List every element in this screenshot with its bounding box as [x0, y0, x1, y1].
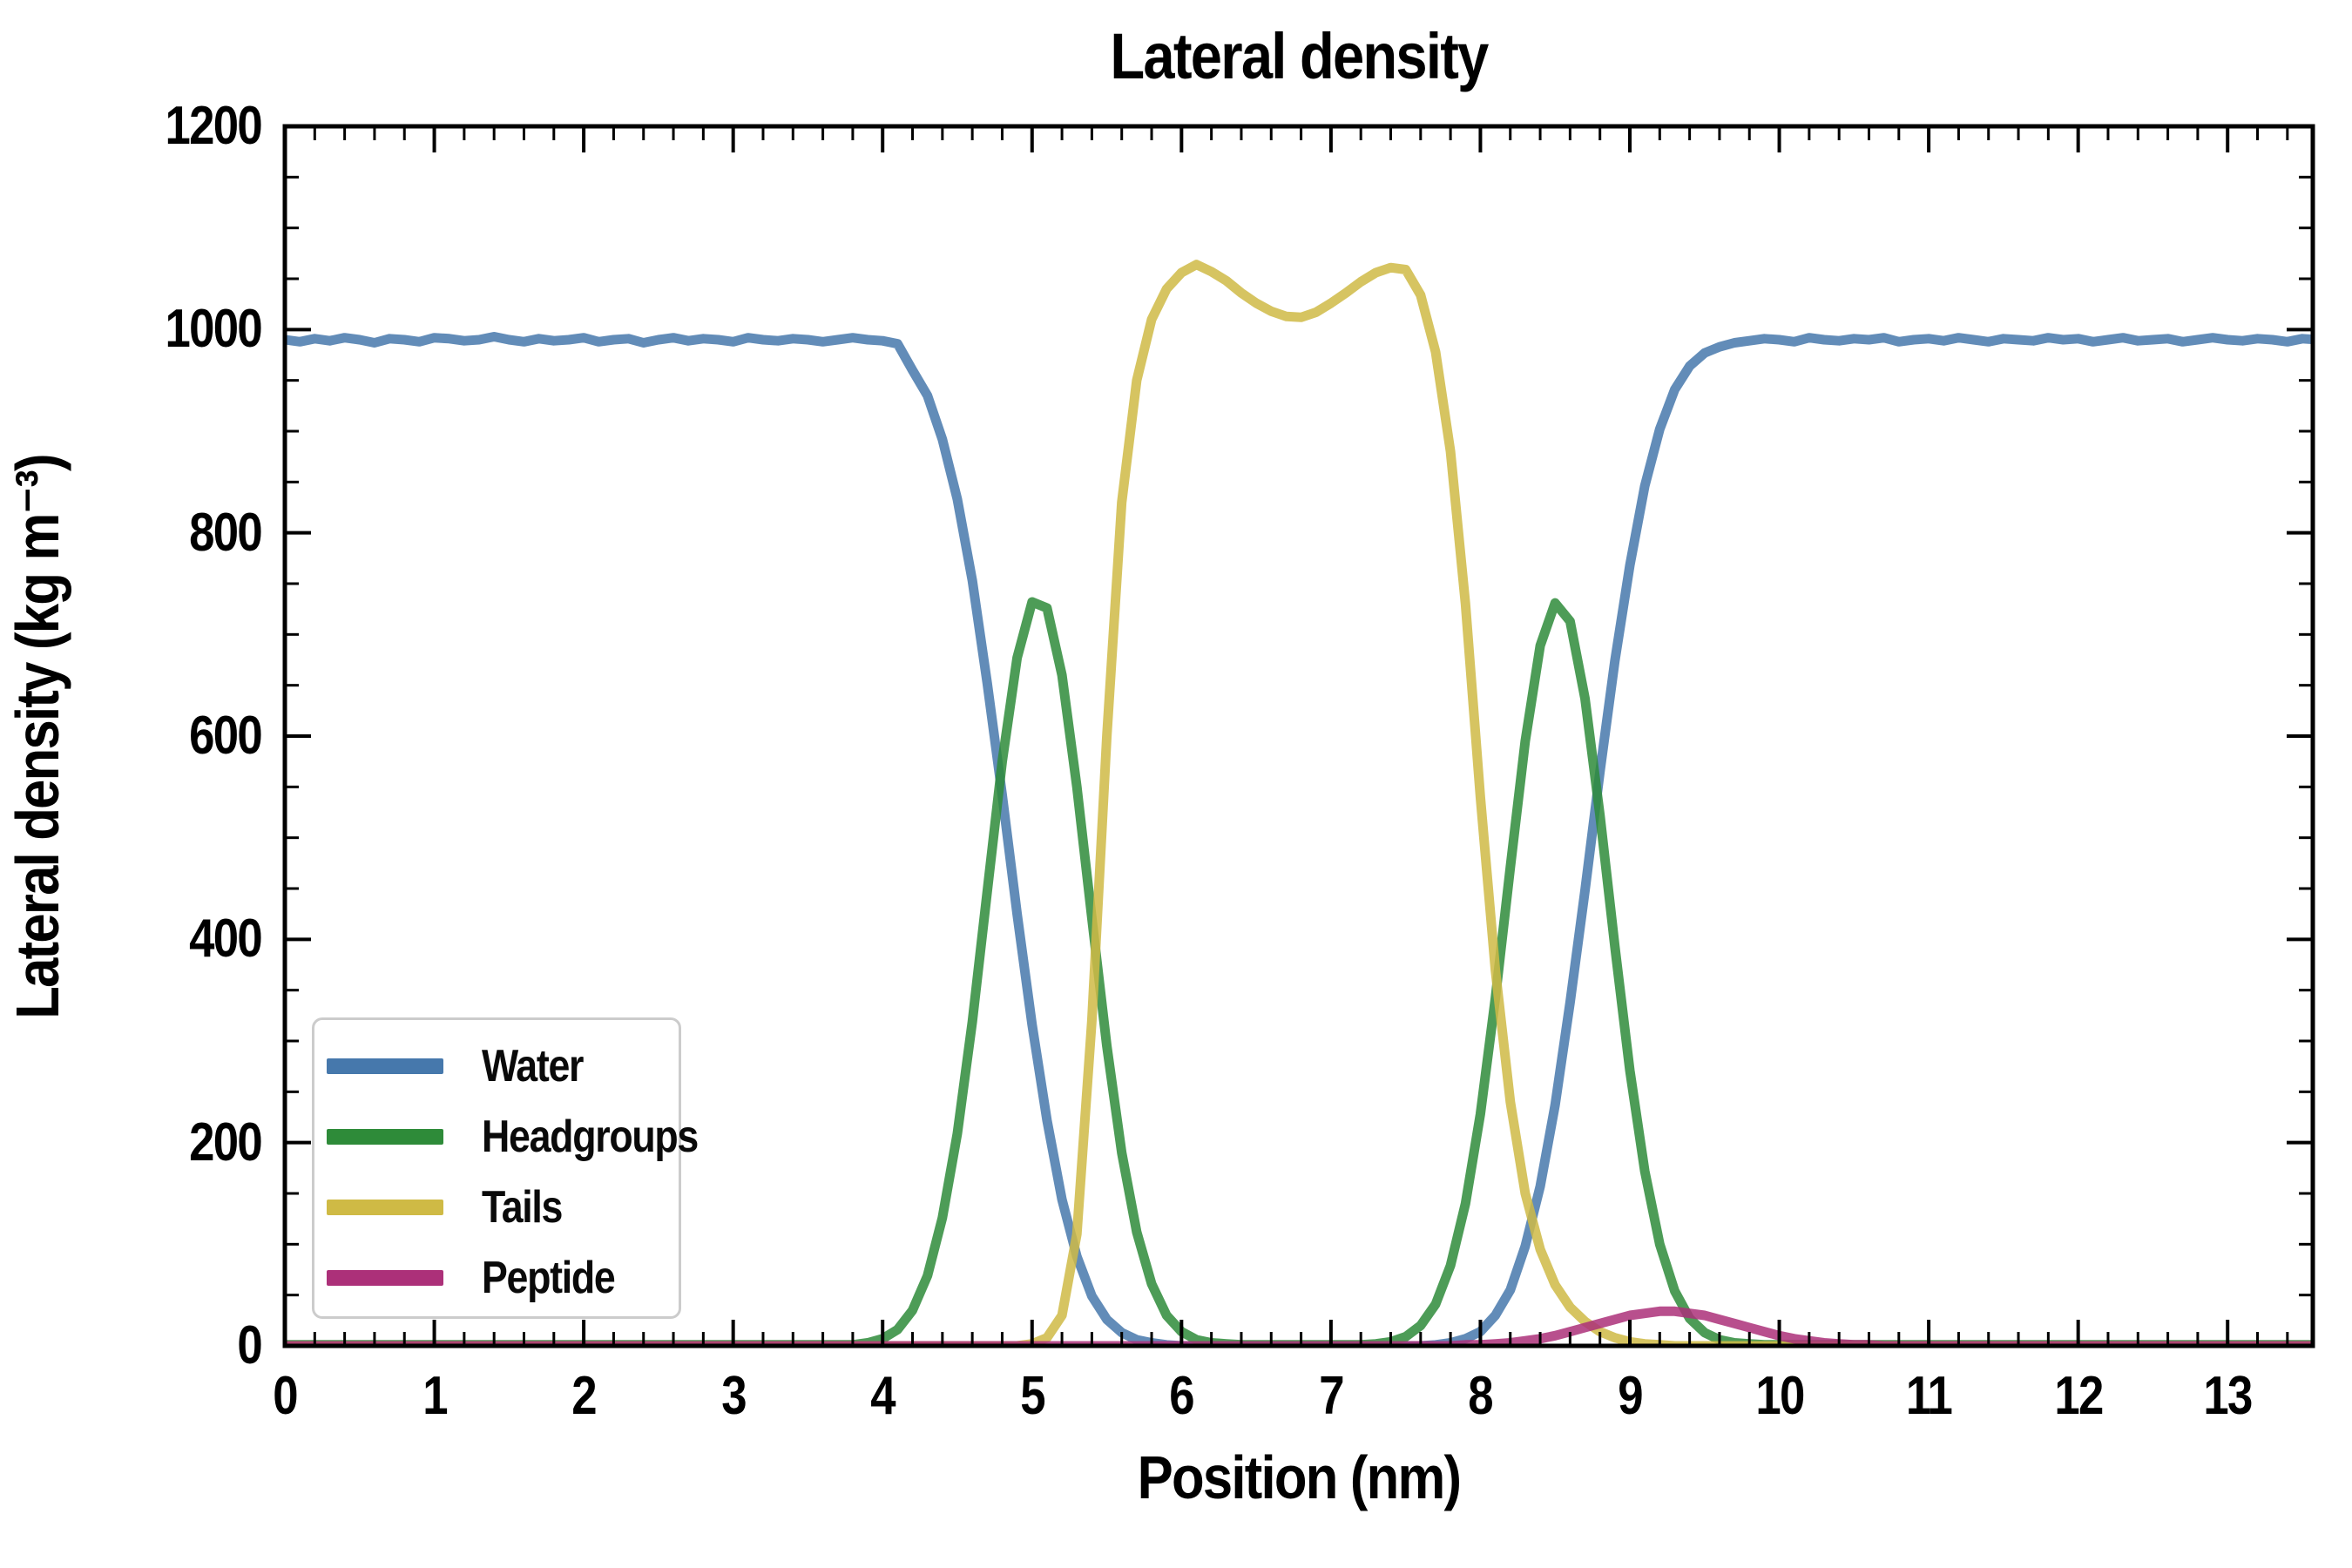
water-curve	[285, 332, 2313, 1346]
legend-label-tails: Tails	[482, 1181, 563, 1233]
y-tick-label-400: 400	[189, 909, 263, 970]
legend-item-water: Water	[327, 1031, 679, 1101]
x-tick-label-11: 11	[1905, 1366, 1953, 1426]
x-tick-label-3: 3	[720, 1366, 747, 1426]
x-tick-label-12: 12	[2054, 1366, 2104, 1426]
x-axis-label: Position (nm)	[1137, 1443, 1462, 1511]
y-tick-label-600: 600	[189, 706, 263, 766]
x-tick-label-10: 10	[1754, 1366, 1805, 1426]
legend-swatch-water	[327, 1058, 443, 1074]
x-tick-label-6: 6	[1169, 1366, 1195, 1426]
x-tick-label-4: 4	[870, 1366, 896, 1426]
x-tick-label-2: 2	[571, 1366, 597, 1426]
legend-swatch-tails	[327, 1199, 443, 1215]
x-tick-label-13: 13	[2203, 1366, 2254, 1426]
legend-label-headgroups: Headgroups	[482, 1111, 699, 1162]
legend-label-peptide: Peptide	[482, 1252, 616, 1303]
y-tick-label-800: 800	[189, 502, 263, 563]
x-tick-label-9: 9	[1618, 1366, 1643, 1426]
y-tick-label-0: 0	[237, 1315, 262, 1375]
x-tick-label-8: 8	[1468, 1366, 1494, 1426]
legend-swatch-headgroups	[327, 1128, 443, 1145]
legend-item-headgroups: Headgroups	[327, 1101, 699, 1172]
chart-title: Lateral density	[1110, 20, 1489, 92]
y-tick-label-200: 200	[189, 1112, 263, 1173]
y-axis-label: Lateral density (kg m⁻³)	[3, 455, 71, 1019]
legend-swatch-peptide	[327, 1269, 443, 1286]
y-tick-label-1200: 1200	[165, 96, 263, 156]
legend-item-peptide: Peptide	[327, 1242, 679, 1313]
y-tick-label-1000: 1000	[165, 299, 263, 360]
legend-item-tails: Tails	[327, 1172, 679, 1242]
legend: Water Headgroups Tails Peptide	[312, 1017, 699, 1319]
x-tick-label-7: 7	[1319, 1366, 1344, 1426]
x-tick-label-5: 5	[1019, 1366, 1045, 1426]
legend-label-water: Water	[482, 1040, 584, 1092]
tails-curve	[285, 260, 2313, 1346]
x-tick-label-1: 1	[422, 1366, 448, 1426]
ticks-layer	[283, 125, 2313, 1348]
x-tick-label-0: 0	[273, 1366, 298, 1426]
